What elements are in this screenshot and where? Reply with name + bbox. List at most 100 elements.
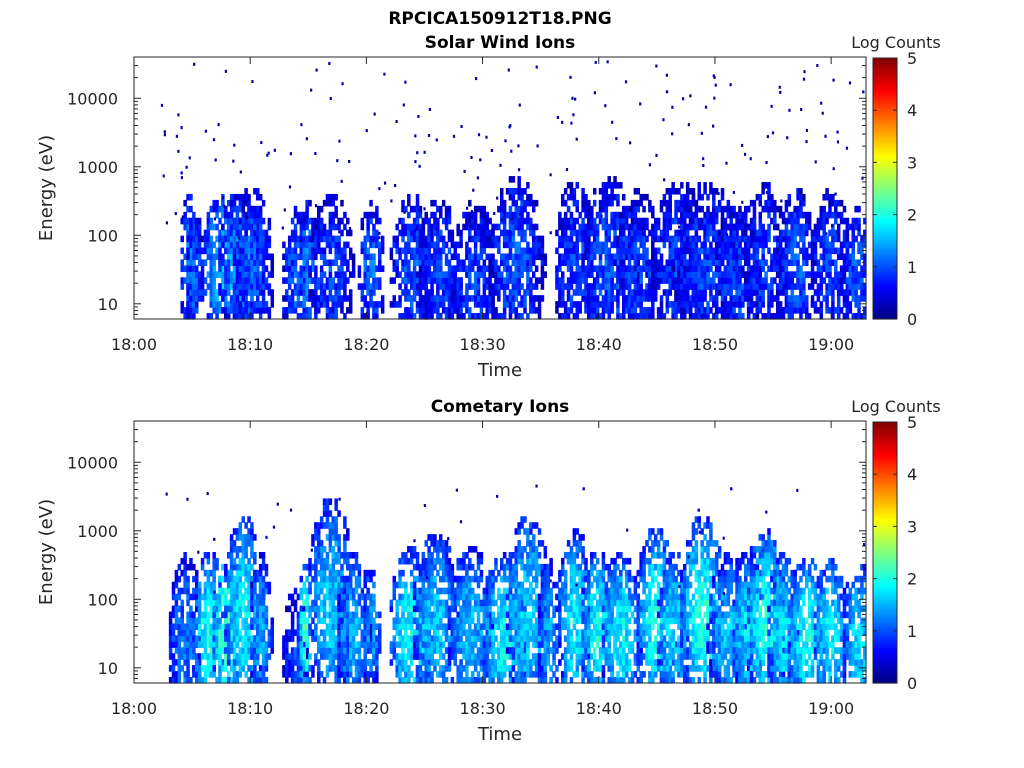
spectrogram-cell	[197, 599, 202, 607]
spectrogram-cell	[622, 295, 626, 302]
spectrogram-cell	[369, 271, 373, 278]
spectrogram-cell	[581, 193, 585, 201]
spectrogram-cell	[261, 265, 266, 272]
spectrogram-cell	[836, 130, 839, 134]
spectrogram-cell	[787, 301, 792, 308]
spectrogram-cell	[340, 277, 344, 284]
spectrogram-cell	[171, 641, 176, 648]
spectrogram-cell	[444, 271, 449, 278]
spectrogram-cell	[238, 271, 243, 278]
spectrogram-cell	[758, 289, 763, 296]
spectrogram-cell	[558, 313, 562, 320]
spectrogram-cell	[221, 295, 225, 302]
spectrogram-cell	[799, 193, 803, 201]
spectrogram-cell	[189, 313, 193, 320]
spectrogram-cell	[630, 295, 635, 302]
spectrogram-cell	[226, 247, 231, 255]
spectrogram-cell	[787, 217, 792, 225]
spectrogram-cell	[500, 205, 504, 213]
spectrogram-cell	[517, 283, 521, 290]
spectrogram-cell	[694, 259, 699, 266]
spectrogram-cell	[195, 599, 199, 607]
colorbar-swatch	[873, 245, 897, 248]
spectrogram-cell	[758, 265, 763, 272]
spectrogram-cell	[186, 671, 190, 678]
spectrogram-cell	[441, 295, 446, 302]
spectrogram-cell	[828, 265, 832, 272]
spectrogram-cell	[163, 130, 166, 134]
colorbar-swatch	[873, 197, 897, 200]
spectrogram-cell	[456, 229, 460, 237]
spectrogram-cell	[561, 223, 565, 231]
spectrogram-cell	[752, 253, 757, 261]
spectrogram-cell	[543, 253, 548, 261]
spectrogram-cell	[215, 647, 219, 654]
spectrogram-cell	[479, 253, 484, 261]
spectrogram-cell	[738, 301, 742, 308]
spectrogram-cell	[851, 259, 855, 266]
spectrogram-cell	[622, 283, 626, 290]
spectrogram-cell	[857, 259, 861, 266]
spectrogram-cell	[860, 289, 864, 296]
spectrogram-cell	[174, 593, 179, 601]
spectrogram-cell	[508, 205, 513, 213]
spectrogram-cell	[421, 277, 426, 284]
spectrogram-cell	[517, 265, 521, 272]
spectrogram-cell	[613, 295, 617, 302]
spectrogram-cell	[610, 301, 614, 308]
spectrogram-cell	[317, 295, 321, 302]
spectrogram-cell	[224, 265, 228, 272]
spectrogram-cell	[636, 253, 641, 261]
spectrogram-cell	[232, 623, 237, 630]
colorbar-swatch	[873, 66, 897, 70]
spectrogram-cell	[308, 247, 312, 255]
spectrogram-cell	[212, 205, 216, 213]
spectrogram-cell	[778, 253, 783, 261]
spectrogram-cell	[456, 283, 460, 290]
spectrogram-cell	[186, 289, 190, 296]
spectrogram-cell	[212, 599, 216, 607]
spectrogram-cell	[787, 307, 792, 314]
spectrogram-cell	[378, 259, 382, 266]
spectrogram-cell	[485, 135, 488, 139]
spectrogram-cell	[531, 283, 536, 290]
spectrogram-cell	[357, 265, 362, 272]
spectrogram-cell	[662, 178, 666, 182]
colorbar-swatch	[873, 127, 897, 131]
spectrogram-cell	[558, 277, 562, 284]
spectrogram-cell	[305, 253, 309, 261]
spectrogram-cell	[293, 259, 298, 266]
spectrogram-cell	[714, 289, 719, 296]
spectrogram-cell	[648, 295, 652, 302]
spectrogram-cell	[433, 271, 437, 278]
spectrogram-cell	[470, 295, 475, 302]
spectrogram-cell	[723, 229, 728, 237]
colorbar-swatch	[873, 118, 897, 122]
spectrogram-cell	[537, 253, 542, 261]
spectrogram-cell	[535, 65, 538, 69]
spectrogram-cell	[311, 223, 315, 231]
spectrogram-cell	[598, 199, 603, 207]
spectrogram-cell	[302, 241, 306, 249]
spectrogram-cell	[662, 229, 667, 237]
spectrogram-cell	[221, 241, 225, 249]
spectrogram-cell	[778, 313, 783, 320]
spectrogram-cell	[805, 128, 809, 132]
spectrogram-cell	[767, 283, 771, 290]
spectrogram-cell	[758, 259, 763, 266]
spectrogram-cell	[851, 289, 855, 296]
spectrogram-cell	[470, 259, 475, 266]
spectrogram-cell	[784, 199, 789, 207]
spectrogram-cell	[741, 301, 745, 308]
spectrogram-cell	[267, 241, 272, 249]
spectrogram-cell	[822, 253, 826, 261]
spectrogram-cell	[238, 575, 243, 583]
spectrogram-cell	[409, 271, 414, 278]
spectrogram-cell	[630, 223, 635, 231]
spectrogram-cell	[581, 229, 585, 237]
colorbar-swatch	[873, 297, 897, 301]
spectrogram-cell	[171, 665, 176, 672]
spectrogram-cell	[703, 235, 707, 243]
spectrogram-cell	[624, 283, 629, 290]
spectrogram-cell	[200, 665, 205, 672]
